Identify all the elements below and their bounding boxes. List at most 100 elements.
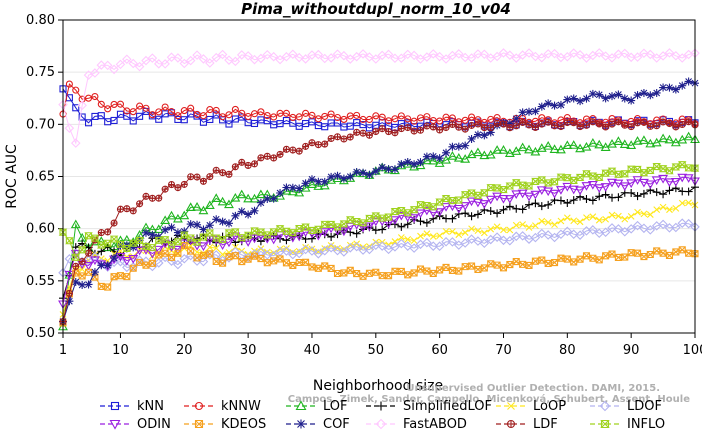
series-point-ldof xyxy=(371,240,381,250)
series-point-ldf xyxy=(499,120,508,128)
series-point-cof xyxy=(627,96,636,105)
series-point-lof xyxy=(179,210,190,220)
series-point-simplifiedlof xyxy=(499,205,508,214)
legend: kNN kNNW LOF SimplifiedLOF LoOP LDOF ODIN KDEOS… xyxy=(100,399,665,432)
series-point-fastabod xyxy=(236,50,247,60)
series-point-cof xyxy=(588,89,597,98)
series-point-loop xyxy=(621,215,629,223)
series-point-inflo xyxy=(231,228,240,236)
series-point-knnw xyxy=(461,116,469,124)
series-point-cof xyxy=(448,142,457,151)
series-point-ldof xyxy=(632,220,643,231)
series-point-knnw xyxy=(321,112,329,120)
series-point-odin xyxy=(555,186,566,195)
series-point-ldf xyxy=(423,122,431,130)
series-point-loop xyxy=(206,243,214,251)
series-point-ldf xyxy=(410,127,418,135)
series-point-odin xyxy=(83,261,94,271)
series-point-cof xyxy=(333,171,342,180)
x-axis-title: Neighborhood size xyxy=(313,378,443,394)
series-point-knnw xyxy=(148,111,156,119)
series-point-ldf xyxy=(193,173,201,181)
plot-frame xyxy=(62,19,696,334)
series-point-cof xyxy=(563,95,572,104)
series-point-simplifiedlof xyxy=(397,222,406,231)
series-point-fastabod xyxy=(185,55,196,66)
legend-entry-odin: ODIN xyxy=(100,417,171,432)
series-point-kdeos xyxy=(461,263,469,271)
x-tick-label: 90 xyxy=(623,343,640,358)
series-point-ldf xyxy=(672,123,680,131)
series-point-simplifiedlof xyxy=(665,186,674,195)
series-point-odin xyxy=(300,228,311,238)
series-point-simplifiedlof xyxy=(416,217,425,226)
series-point-simplifiedlof xyxy=(97,247,106,256)
series-point-ldf xyxy=(340,135,348,143)
series-point-ldof xyxy=(600,227,611,237)
series-point-simplifiedlof xyxy=(493,209,502,218)
series-point-ldof xyxy=(485,234,496,245)
series-point-fastabod xyxy=(466,53,477,63)
series-point-knn xyxy=(97,112,105,120)
series-point-ldof xyxy=(613,224,624,234)
series-point-odin xyxy=(651,176,662,186)
series-point-loop xyxy=(302,243,309,251)
series-point-knnw xyxy=(308,111,316,119)
series-point-odin xyxy=(485,195,496,205)
y-tick-label: 0.80 xyxy=(26,13,55,28)
series-point-ldof xyxy=(422,237,432,248)
series-point-cof xyxy=(646,91,655,100)
series-point-inflo xyxy=(109,235,119,243)
series-point-fastabod xyxy=(364,52,375,62)
series-point-ldf xyxy=(576,123,584,131)
series-point-knnw xyxy=(225,111,233,119)
series-point-ldf xyxy=(582,121,591,129)
series-point-ldf xyxy=(563,119,571,126)
series-point-ldf xyxy=(678,120,686,128)
x-tick-label: 40 xyxy=(304,343,321,358)
series-point-fastabod xyxy=(664,48,675,58)
series-point-lof xyxy=(664,134,675,144)
series-point-ldof xyxy=(492,232,502,242)
series-point-fastabod xyxy=(568,48,579,58)
series-point-ldf xyxy=(295,147,303,155)
series-point-kdeos xyxy=(436,266,444,274)
series-point-fastabod xyxy=(115,59,126,70)
series-point-ldof xyxy=(262,250,273,260)
legend-entry-inflo: INFLO xyxy=(590,417,665,432)
series-point-fastabod xyxy=(230,56,241,67)
series-point-ldof xyxy=(409,243,419,253)
series-point-knnw xyxy=(97,100,105,108)
series-point-kdeos xyxy=(129,264,137,272)
series-point-ldf xyxy=(525,121,533,129)
series-point-inflo xyxy=(671,163,681,171)
x-tick-label: 20 xyxy=(176,343,193,358)
series-point-kdeos xyxy=(155,251,163,259)
series-point-cof xyxy=(71,278,80,287)
series-point-fastabod xyxy=(549,48,560,59)
series-point-ldof xyxy=(441,236,451,247)
series-point-inflo xyxy=(473,191,483,199)
series-point-odin xyxy=(268,235,279,245)
series-point-lof xyxy=(466,149,477,159)
series-cof xyxy=(59,77,699,326)
series-point-ldof xyxy=(153,258,164,268)
series-point-knn xyxy=(212,111,220,119)
series-point-loop xyxy=(570,217,578,225)
series-point-ldf xyxy=(455,123,463,131)
series-point-loop xyxy=(449,228,456,235)
legend-entry-fastabod: FastABOD xyxy=(366,417,467,432)
series-point-loop xyxy=(219,251,226,258)
series-point-kdeos xyxy=(78,272,86,280)
series-point-ldof xyxy=(198,256,209,267)
series-point-knn xyxy=(263,117,271,125)
series-group xyxy=(58,48,700,331)
series-point-lof xyxy=(562,140,573,150)
series-point-fastabod xyxy=(575,50,585,60)
series-point-ldf xyxy=(282,145,290,153)
series-point-fastabod xyxy=(671,50,681,61)
series-point-ldf xyxy=(416,126,425,134)
series-point-kdeos xyxy=(385,272,393,280)
series-point-cof xyxy=(148,230,157,239)
series-point-cof xyxy=(512,114,521,123)
